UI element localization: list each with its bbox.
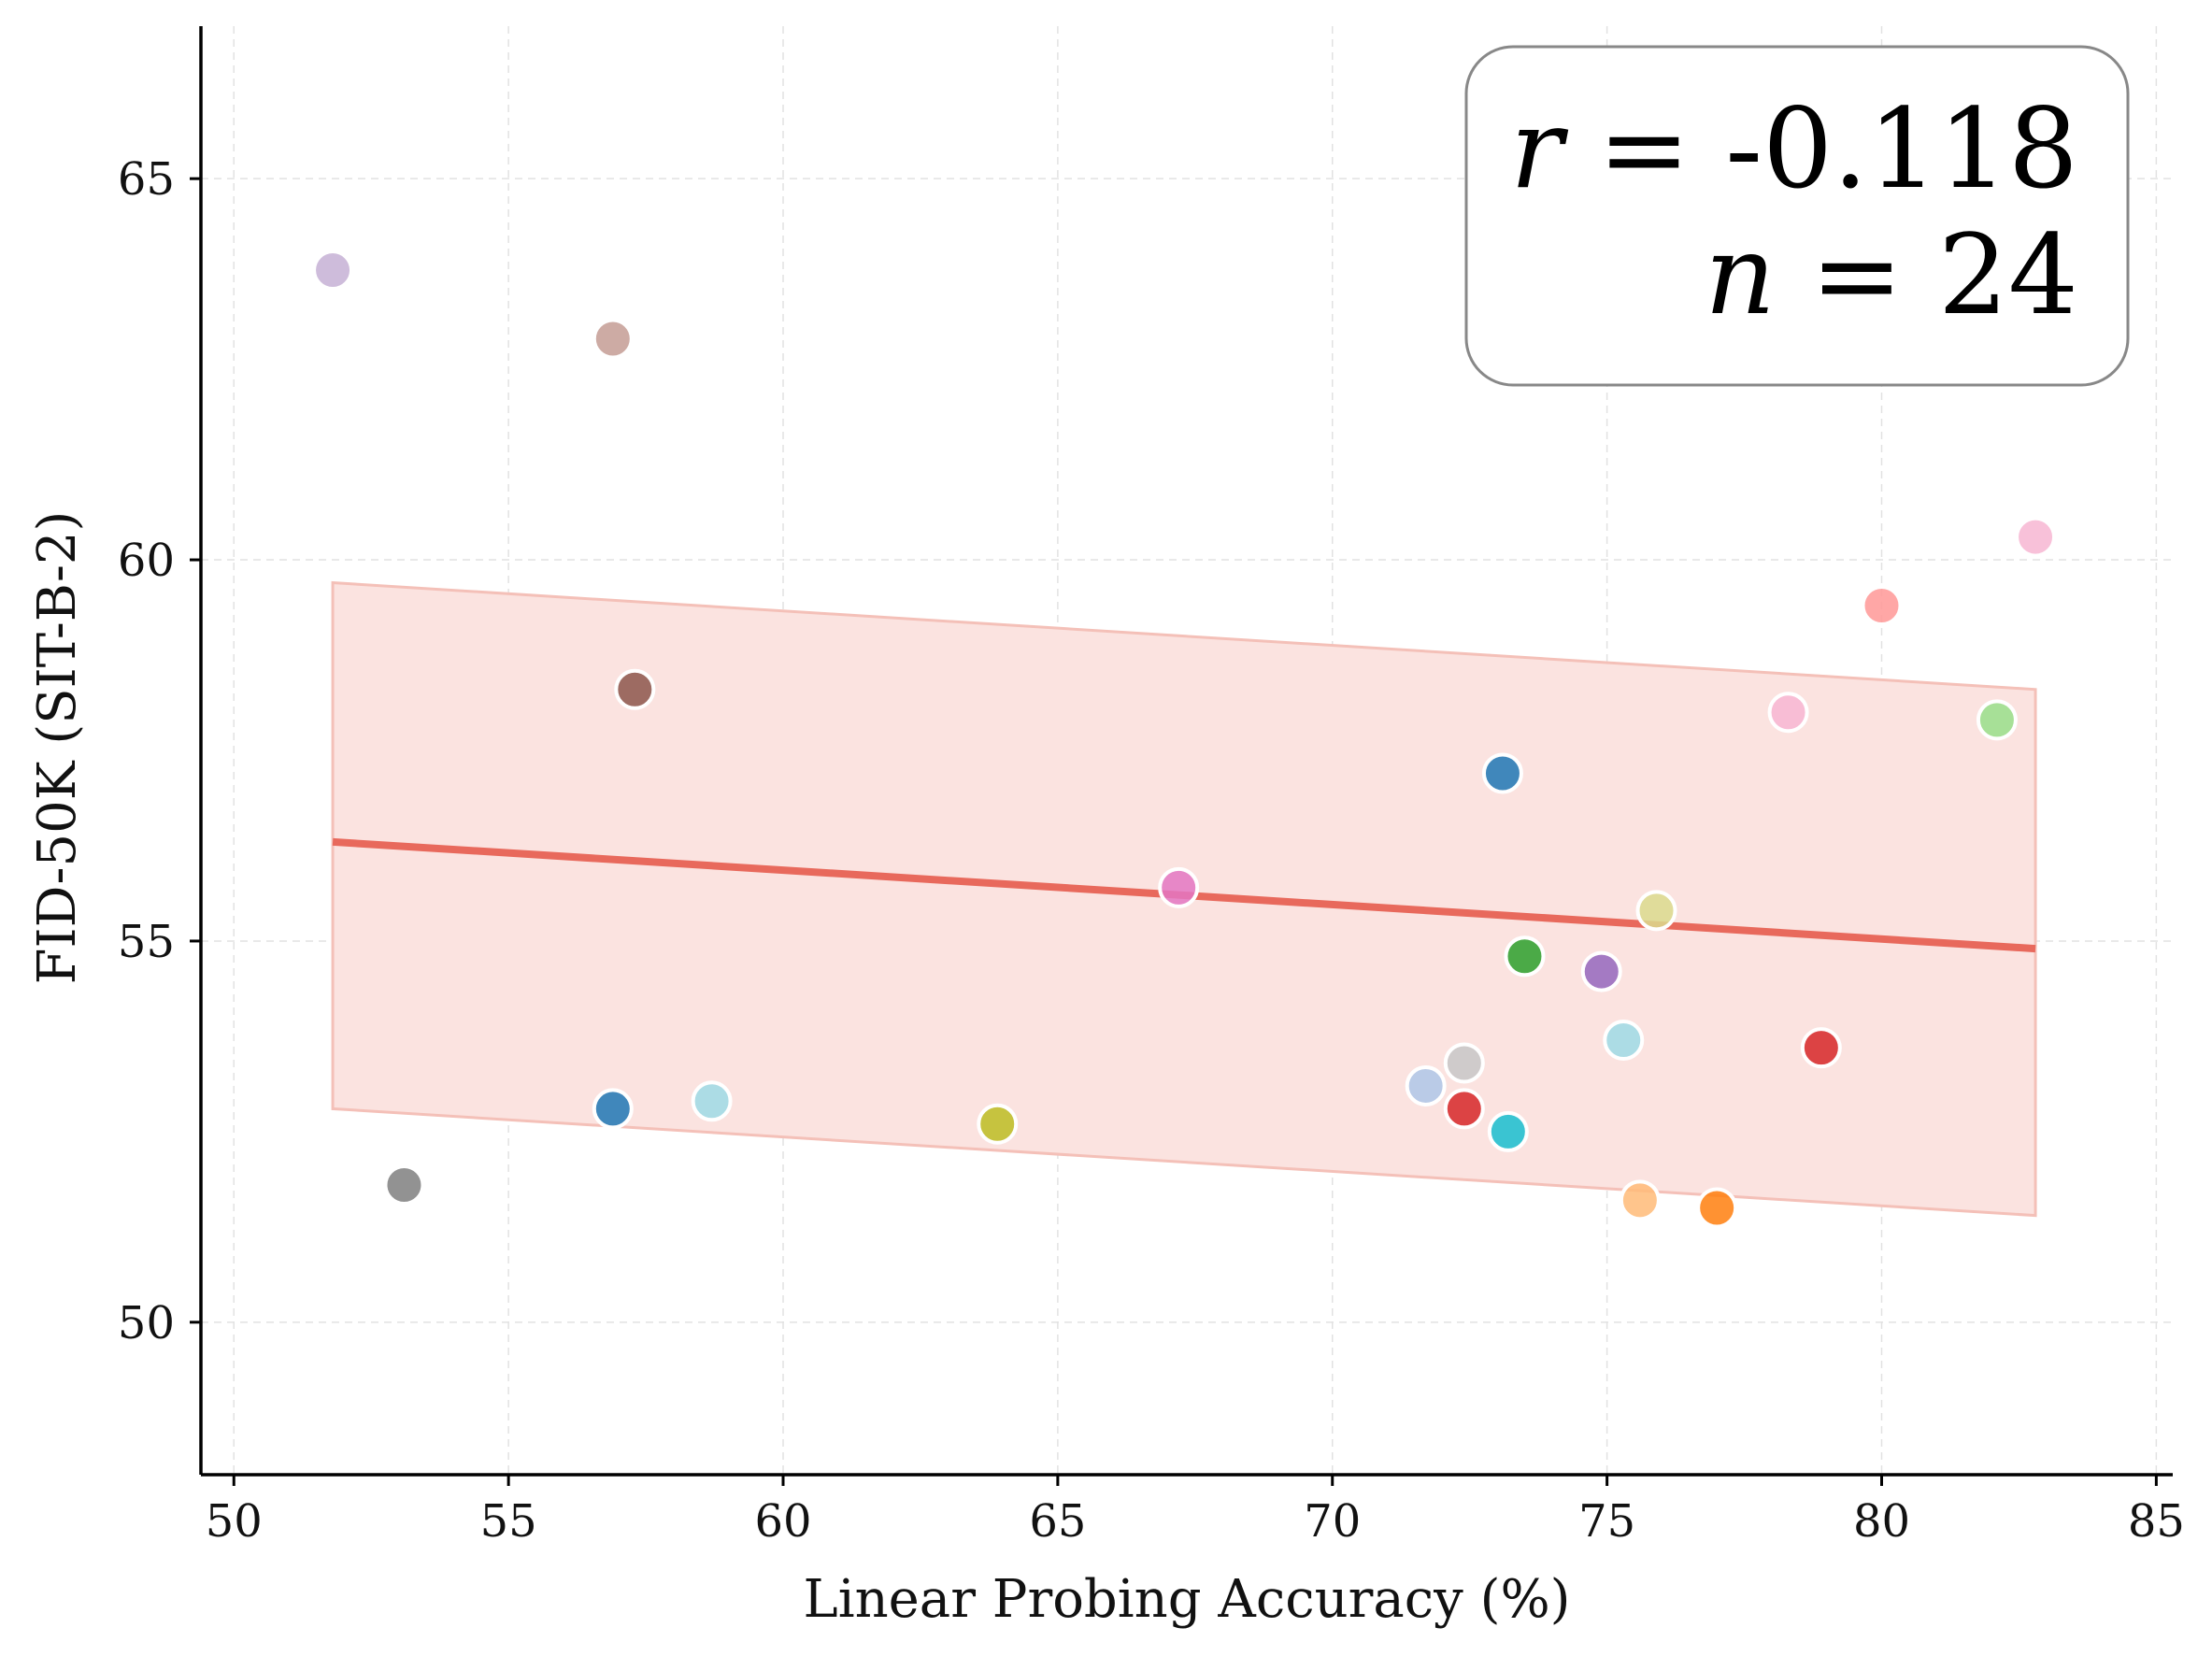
data-point bbox=[383, 1164, 425, 1206]
data-point bbox=[1767, 692, 1809, 734]
n-value: = 24 bbox=[1776, 210, 2078, 339]
x-tick-label: 85 bbox=[2128, 1495, 2185, 1548]
r-value: = -0.118 bbox=[1563, 84, 2078, 213]
data-point bbox=[1580, 950, 1622, 992]
data-point bbox=[1800, 1027, 1842, 1069]
r-symbol: r bbox=[1510, 84, 1569, 213]
data-point bbox=[1696, 1187, 1738, 1229]
y-tick-label: 50 bbox=[118, 1297, 175, 1349]
data-point bbox=[1487, 1110, 1529, 1152]
data-point bbox=[1861, 585, 1903, 626]
data-point bbox=[614, 668, 656, 710]
data-point bbox=[1405, 1064, 1447, 1106]
x-axis-title: Linear Probing Accuracy (%) bbox=[804, 1569, 1571, 1630]
x-tick-label: 60 bbox=[754, 1495, 811, 1548]
data-point bbox=[1619, 1179, 1661, 1221]
y-axis-title: FID-50K (SIT-B-2) bbox=[27, 511, 88, 985]
tick-labels: 50 55 60 65 70 75 80 85 50 55 60 65 bbox=[118, 153, 2185, 1548]
data-point bbox=[2015, 516, 2057, 558]
data-point bbox=[691, 1080, 733, 1122]
stat-r: r = -0.118 bbox=[1510, 84, 2078, 213]
x-tick-label: 50 bbox=[206, 1495, 263, 1548]
stats-box-frame bbox=[1464, 45, 2130, 387]
data-point bbox=[592, 318, 634, 360]
data-point bbox=[1443, 1088, 1485, 1130]
axes bbox=[190, 26, 2173, 1486]
x-tick-label: 75 bbox=[1578, 1495, 1635, 1548]
data-points bbox=[312, 250, 2057, 1229]
data-point bbox=[1443, 1042, 1485, 1084]
stat-n: n = 24 bbox=[1705, 210, 2078, 339]
x-tick-label: 55 bbox=[480, 1495, 537, 1548]
data-point bbox=[977, 1103, 1019, 1145]
data-point bbox=[1976, 699, 2018, 741]
y-tick-label: 65 bbox=[118, 153, 175, 206]
data-point bbox=[1481, 752, 1523, 794]
x-tick-label: 65 bbox=[1029, 1495, 1086, 1548]
y-tick-label: 55 bbox=[118, 916, 175, 968]
data-point bbox=[1635, 890, 1677, 932]
data-point bbox=[1158, 866, 1200, 908]
data-point bbox=[1504, 935, 1546, 978]
x-tick-label: 70 bbox=[1304, 1495, 1361, 1548]
stats-annotation-box: r = -0.118 n = 24 bbox=[1464, 45, 2130, 387]
x-tick-label: 80 bbox=[1853, 1495, 1910, 1548]
n-symbol: n bbox=[1705, 210, 1776, 339]
data-point bbox=[1603, 1020, 1645, 1061]
data-point bbox=[592, 1088, 634, 1130]
data-point bbox=[312, 250, 354, 292]
y-tick-label: 60 bbox=[118, 535, 175, 587]
